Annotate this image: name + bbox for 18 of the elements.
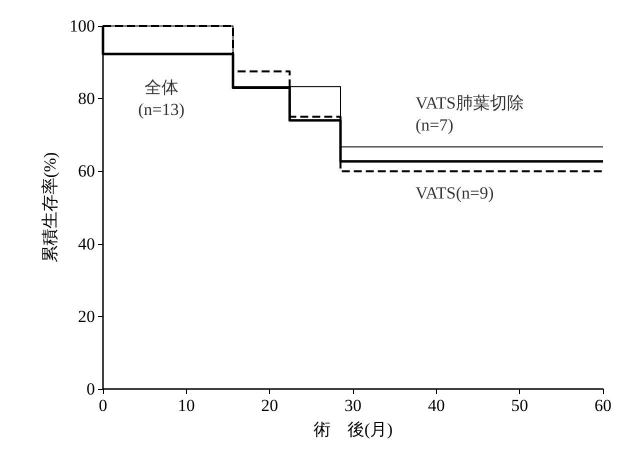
y-tick-label: 60 xyxy=(78,162,95,181)
x-tick-label: 30 xyxy=(344,396,362,415)
x-tick-label: 10 xyxy=(178,396,195,415)
series-label: VATS(n=9) xyxy=(416,183,494,202)
x-tick-label: 0 xyxy=(98,396,108,415)
y-tick-label: 40 xyxy=(78,234,95,254)
y-tick-label: 20 xyxy=(78,306,95,326)
y-tick-label: 80 xyxy=(78,89,95,108)
x-tick-label: 60 xyxy=(594,396,612,415)
y-tick-label: 0 xyxy=(86,380,95,398)
series-label: VATS肺葉切除 (n=7) xyxy=(416,94,524,135)
x-tick-label: 50 xyxy=(511,396,528,415)
x-tick-label: 20 xyxy=(261,396,278,415)
x-tick-label: 40 xyxy=(428,396,445,415)
y-axis-title: 累積生存率(%) xyxy=(40,152,60,263)
y-tick-label: 100 xyxy=(70,16,95,36)
series-label: 全体 (n=13) xyxy=(138,78,185,120)
x-axis-title: 術 後(月) xyxy=(313,420,393,439)
